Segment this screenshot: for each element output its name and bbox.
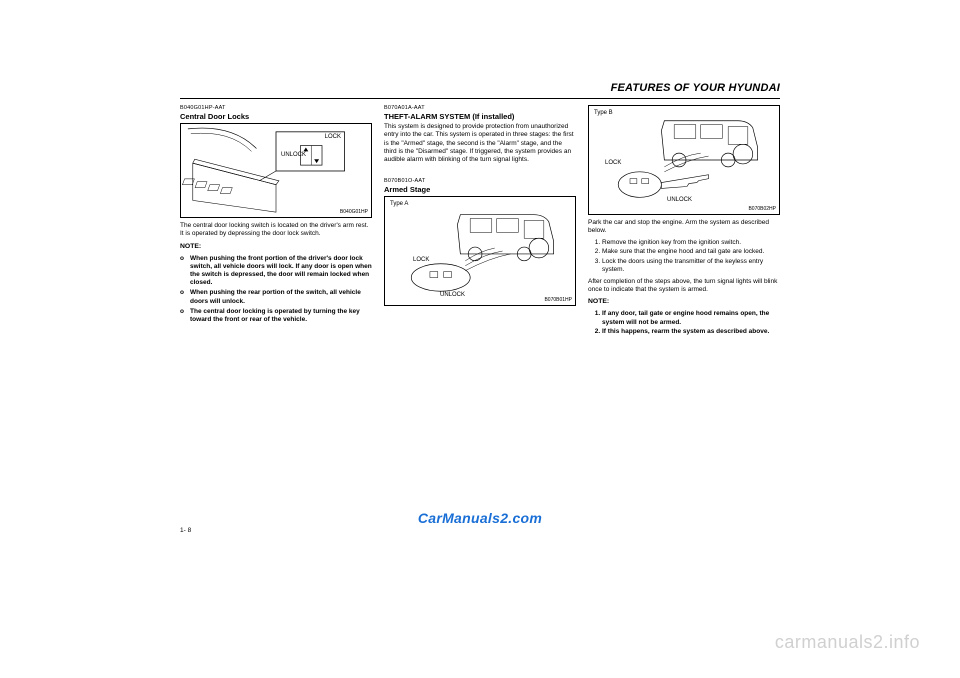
note-heading: NOTE: (588, 298, 780, 306)
note-list: If any door, tail gate or engine hood re… (588, 310, 780, 335)
watermark-carmanuals2-info: carmanuals2.info (775, 632, 920, 653)
section-heading: Armed Stage (384, 185, 576, 194)
note-list: When pushing the front portion of the dr… (180, 255, 372, 324)
list-item: When pushing the front portion of the dr… (180, 255, 372, 288)
label-unlock: UNLOCK (667, 197, 692, 205)
spacer (384, 168, 576, 178)
type-label: Type A (390, 201, 408, 209)
door-lock-svg (181, 124, 371, 217)
figure-type-b: Type B LOCK UNLOCK B070B02HP (588, 105, 780, 215)
section-code: B070A01A-AAT (384, 105, 576, 112)
para: Park the car and stop the engine. Arm th… (588, 219, 780, 235)
para: This system is designed to provide prote… (384, 123, 576, 164)
list-item: If any door, tail gate or engine hood re… (602, 310, 780, 326)
page-number: 1- 8 (180, 527, 191, 534)
list-item: Lock the doors using the transmitter of … (602, 258, 780, 274)
manual-page: FEATURES OF YOUR HYUNDAI B040G01HP-AAT C… (180, 80, 780, 540)
section-code: B070B01O-AAT (384, 178, 576, 185)
figure-door-lock: LOCK UNLOCK B040G01HP (180, 123, 372, 218)
label-lock: LOCK (413, 257, 429, 265)
list-item: Remove the ignition key from the ignitio… (602, 239, 780, 247)
section-code: B040G01HP-AAT (180, 105, 372, 112)
column-3: Type B LOCK UNLOCK B070B02HP Park the ca… (588, 105, 780, 340)
figure-code: B070B01HP (544, 297, 572, 303)
label-lock: LOCK (605, 160, 621, 168)
label-lock: LOCK (325, 134, 341, 142)
list-item: The central door locking is operated by … (180, 308, 372, 324)
figure-type-a: Type A LOCK UNLOCK B070B01HP (384, 196, 576, 306)
para: The central door locking switch is locat… (180, 222, 372, 238)
figure-code: B040G01HP (340, 209, 368, 215)
label-unlock: UNLOCK (281, 152, 306, 160)
column-1: B040G01HP-AAT Central Door Locks (180, 105, 372, 340)
type-label: Type B (594, 110, 613, 118)
column-2: B070A01A-AAT THEFT-ALARM SYSTEM (If inst… (384, 105, 576, 340)
figure-code: B070B02HP (748, 206, 776, 212)
section-heading: THEFT-ALARM SYSTEM (If installed) (384, 112, 576, 121)
list-item: Make sure that the engine hood and tail … (602, 248, 780, 256)
para: After completion of the steps above, the… (588, 278, 780, 294)
vehicle-a-svg (385, 197, 575, 305)
page-title: FEATURES OF YOUR HYUNDAI (180, 80, 780, 99)
list-item: When pushing the rear portion of the swi… (180, 289, 372, 305)
watermark-carmanuals2-com: CarManuals2.com (418, 510, 542, 526)
columns: B040G01HP-AAT Central Door Locks (180, 99, 780, 340)
list-item: If this happens, rearm the system as des… (602, 328, 780, 336)
steps-list: Remove the ignition key from the ignitio… (588, 239, 780, 274)
label-unlock: UNLOCK (440, 292, 465, 300)
note-heading: NOTE: (180, 243, 372, 251)
section-heading: Central Door Locks (180, 112, 372, 121)
